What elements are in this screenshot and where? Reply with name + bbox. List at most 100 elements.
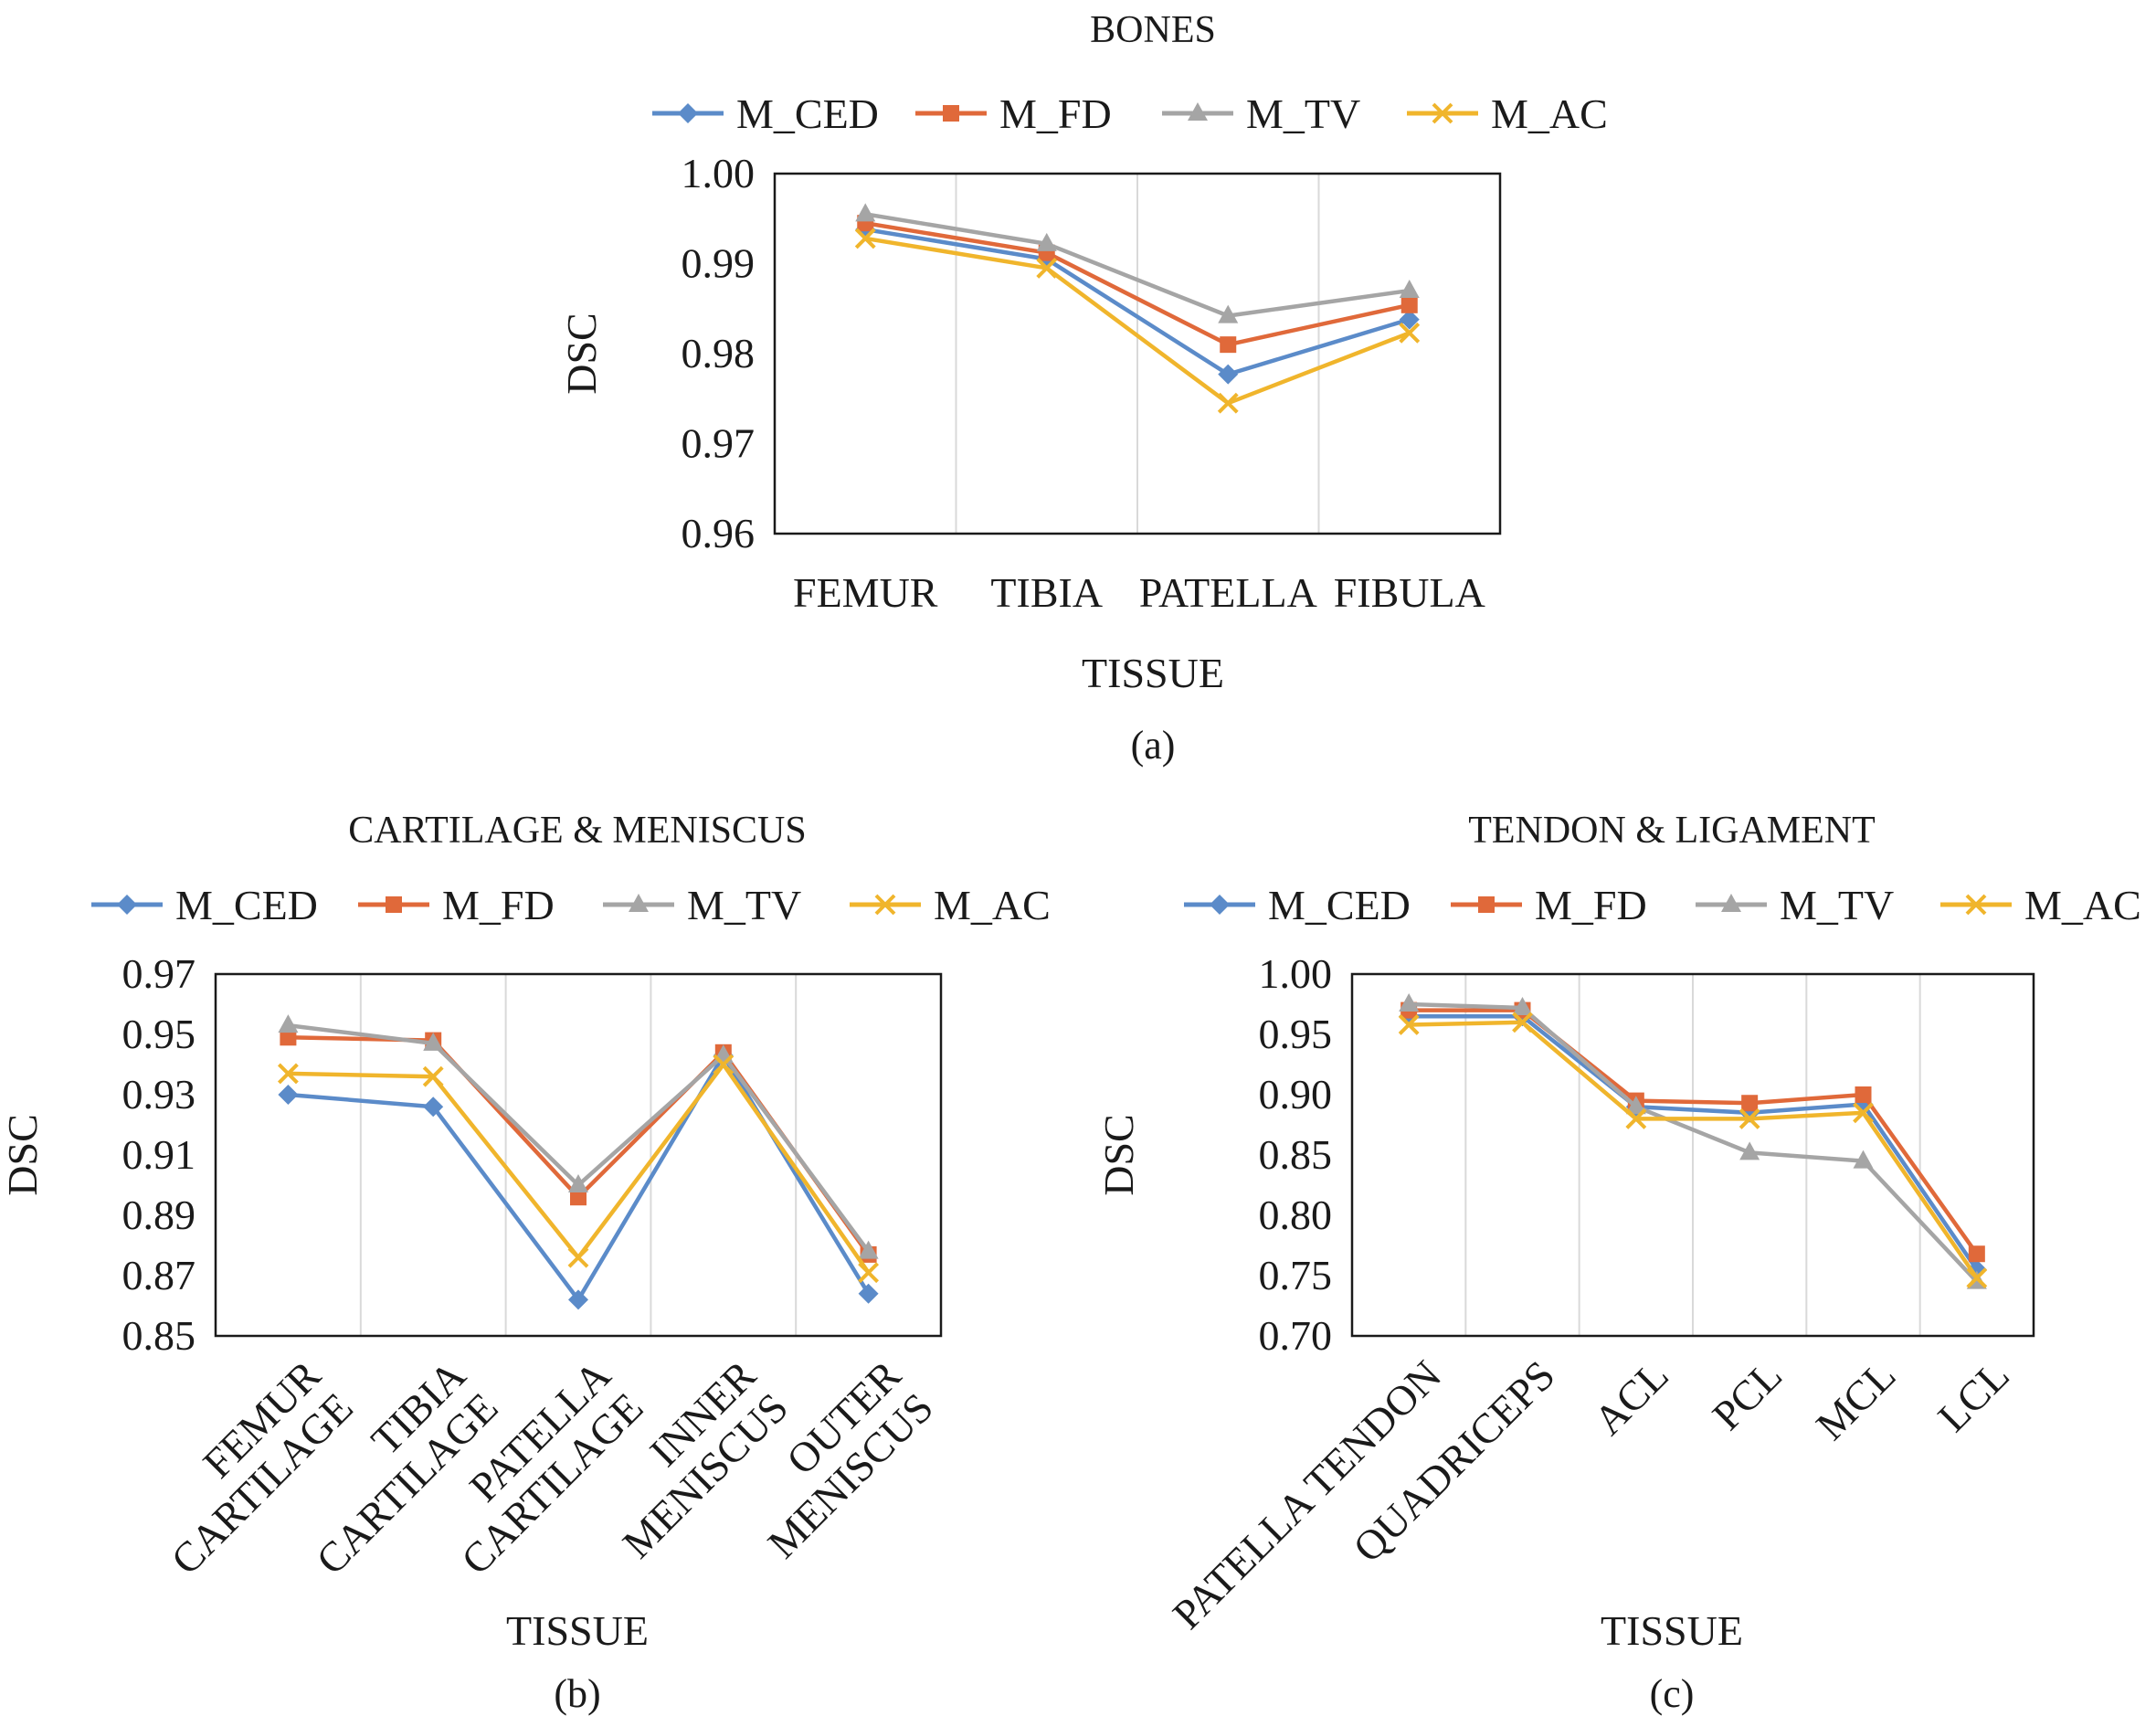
panel-a-point-m-fd: [1220, 336, 1237, 354]
panel-b-legend-label-m-ac: M_AC: [934, 882, 1051, 928]
panel-a-point-m-ced: [1218, 364, 1239, 385]
panel-a-caption: (a): [1131, 723, 1176, 768]
panel-c-point-m-fd: [1741, 1095, 1759, 1112]
panel-b-y-tick-label: 0.85: [122, 1312, 196, 1359]
panel-a-legend-marker-m-ac: [1432, 102, 1453, 124]
panel-b-point-m-ac: [422, 1065, 444, 1087]
panel-c-series-m-ac: [1398, 1012, 1988, 1289]
panel-b-legend-marker-m-tv: [629, 894, 649, 912]
panel-a-plot-frame: [773, 172, 1502, 535]
panel-c-series-m-tv: [1399, 993, 1987, 1289]
panel-c-x-tick-label: LCL: [1929, 1351, 2018, 1441]
panel-a-legend-label-m-ac: M_AC: [1491, 90, 1608, 137]
panel-b-legend-item-m-ced: M_CED: [91, 882, 318, 928]
panel-c-point-m-tv: [1399, 993, 1420, 1012]
panel-b-point-m-ac: [858, 1262, 880, 1284]
panel-b-series-m-tv: [278, 1014, 879, 1259]
panel-a-point-m-tv: [1218, 304, 1239, 323]
panel-b-point-m-ac: [713, 1054, 735, 1075]
panel-b-series-line-m-tv: [288, 1022, 871, 1253]
panel-c-legend-label-m-tv: M_TV: [1780, 882, 1894, 928]
panel-b-legend-marker-m-fd: [386, 896, 402, 913]
panel-c-y-tick-label: 0.85: [1259, 1131, 1333, 1178]
panel-b-y-tick-label: 0.93: [122, 1071, 196, 1118]
panel-a-x-tick-label: TIBIA: [990, 569, 1103, 616]
panel-a-legend-item-m-tv: M_TV: [1162, 90, 1360, 137]
panel-a-series-m-tv: [855, 203, 1420, 323]
panel-a-legend-marker-m-ced: [678, 103, 698, 123]
panel-c-point-m-ac: [1398, 1014, 1420, 1035]
panel-a-y-tick-label: 0.98: [682, 330, 756, 376]
panel-c-legend-label-m-ac: M_AC: [2024, 882, 2141, 928]
panel-c-point-m-ac: [1739, 1107, 1760, 1129]
panel-c-point-m-fd: [1968, 1245, 1985, 1263]
panel-c-point-m-tv: [1739, 1141, 1760, 1160]
panel-c-point-m-tv: [1853, 1150, 1874, 1169]
panel-c-series-line-m-tv: [1409, 1001, 1979, 1284]
panel-b-caption: (b): [554, 1671, 600, 1716]
panel-c-point-m-fd: [1855, 1086, 1872, 1103]
panel-a-point-m-tv: [855, 203, 876, 222]
panel-a-y-tick-label: 0.96: [682, 510, 756, 556]
panel-c-x-tick-label: PCL: [1704, 1351, 1791, 1439]
panel-b-cartilage-meniscus-chart: CARTILAGE & MENISCUS M_CED M_FD M_TV M_AC 0.8…: [0, 810, 1051, 1716]
panel-c-y-tick-label: 0.75: [1259, 1252, 1333, 1298]
panel-a-point-m-ced: [1399, 309, 1420, 330]
panel-c-legend-item-m-ced: M_CED: [1184, 882, 1411, 928]
panel-a-point-m-ac: [1217, 392, 1239, 414]
panel-c-title: TENDON & LIGAMENT: [1468, 810, 1876, 852]
panel-c-y-tick-label: 1.00: [1259, 950, 1333, 997]
panel-a-y-tick-label: 0.99: [682, 240, 756, 287]
panel-c-series-line-m-fd: [1409, 1008, 1979, 1256]
panel-c-legend-item-m-tv: M_TV: [1696, 882, 1894, 928]
panel-b-title: CARTILAGE & MENISCUS: [348, 810, 807, 852]
panel-b-y-tick-label: 0.91: [122, 1131, 196, 1178]
panel-a-x-tick-label: FEMUR: [793, 569, 938, 616]
panel-c-legend-marker-m-fd: [1478, 896, 1495, 913]
panel-a-point-m-ac: [854, 228, 876, 249]
panel-a-x-tick-label: PATELLA: [1139, 569, 1317, 616]
panel-b-y-tick-label: 0.87: [122, 1252, 196, 1298]
panel-b-point-m-tv: [278, 1014, 299, 1033]
panel-b-point-m-ced: [568, 1289, 588, 1310]
panel-b-point-m-ced: [278, 1085, 299, 1105]
panel-b-series-m-ac: [277, 1054, 880, 1284]
panel-b-series-m-fd: [280, 1029, 877, 1263]
panel-a-title: BONES: [1090, 9, 1216, 51]
panel-b-legend-label-m-ced: M_CED: [175, 882, 318, 928]
panel-c-x-axis-title: TISSUE: [1601, 1607, 1743, 1654]
panel-b-point-m-ac: [567, 1246, 589, 1268]
panel-b-y-tick-label: 0.89: [122, 1192, 196, 1238]
panel-c-legend-label-m-ced: M_CED: [1268, 882, 1411, 928]
panel-b-point-m-ced: [858, 1283, 879, 1304]
panel-b-legend-marker-m-ac: [874, 894, 896, 916]
panel-a-series-m-ac: [854, 228, 1421, 414]
panel-b-point-m-tv: [423, 1032, 444, 1051]
panel-c-point-m-ac: [1853, 1102, 1874, 1124]
panel-c-series-line-m-ac: [1409, 1020, 1979, 1279]
panel-b-x-axis-title: TISSUE: [506, 1607, 649, 1654]
panel-c-legend-item-m-ac: M_AC: [1940, 882, 2141, 928]
panel-a-legend-label-m-tv: M_TV: [1246, 90, 1360, 137]
panel-b-point-m-ced: [423, 1097, 444, 1118]
panel-b-legend-label-m-fd: M_FD: [442, 882, 555, 928]
panel-c-point-m-ac: [1966, 1267, 1988, 1289]
panel-b-legend-marker-m-ced: [117, 895, 137, 915]
panel-c-y-axis-title: DSC: [1095, 1114, 1142, 1195]
panel-c-caption: (c): [1650, 1671, 1695, 1716]
panel-c-legend-marker-m-ced: [1210, 895, 1230, 915]
panel-c-x-tick-label: QUADRICEPS: [1344, 1351, 1563, 1571]
panel-a-legend-marker-m-fd: [943, 105, 959, 122]
panel-a-legend-label-m-fd: M_FD: [999, 90, 1112, 137]
panel-b-legend-item-m-tv: M_TV: [603, 882, 801, 928]
panel-a-x-axis-title: TISSUE: [1082, 650, 1224, 696]
panel-c-tendon-ligament-chart: TENDON & LIGAMENT M_CED M_FD M_TV M_AC 0.70 0.…: [1095, 810, 2141, 1716]
panel-a-bones-chart: BONES M_CED M_FD M_TV M_AC 0.96 0.97 0.98 0.99 1.…: [558, 9, 1608, 768]
panel-b-point-m-ac: [277, 1063, 299, 1085]
panel-a-point-m-ac: [1036, 258, 1058, 279]
panel-a-series-m-fd: [857, 215, 1418, 354]
panel-a-point-m-tv: [1036, 232, 1057, 251]
panel-a-y-tick-label: 0.97: [682, 420, 756, 467]
panel-b-y-tick-label: 0.97: [122, 950, 196, 997]
